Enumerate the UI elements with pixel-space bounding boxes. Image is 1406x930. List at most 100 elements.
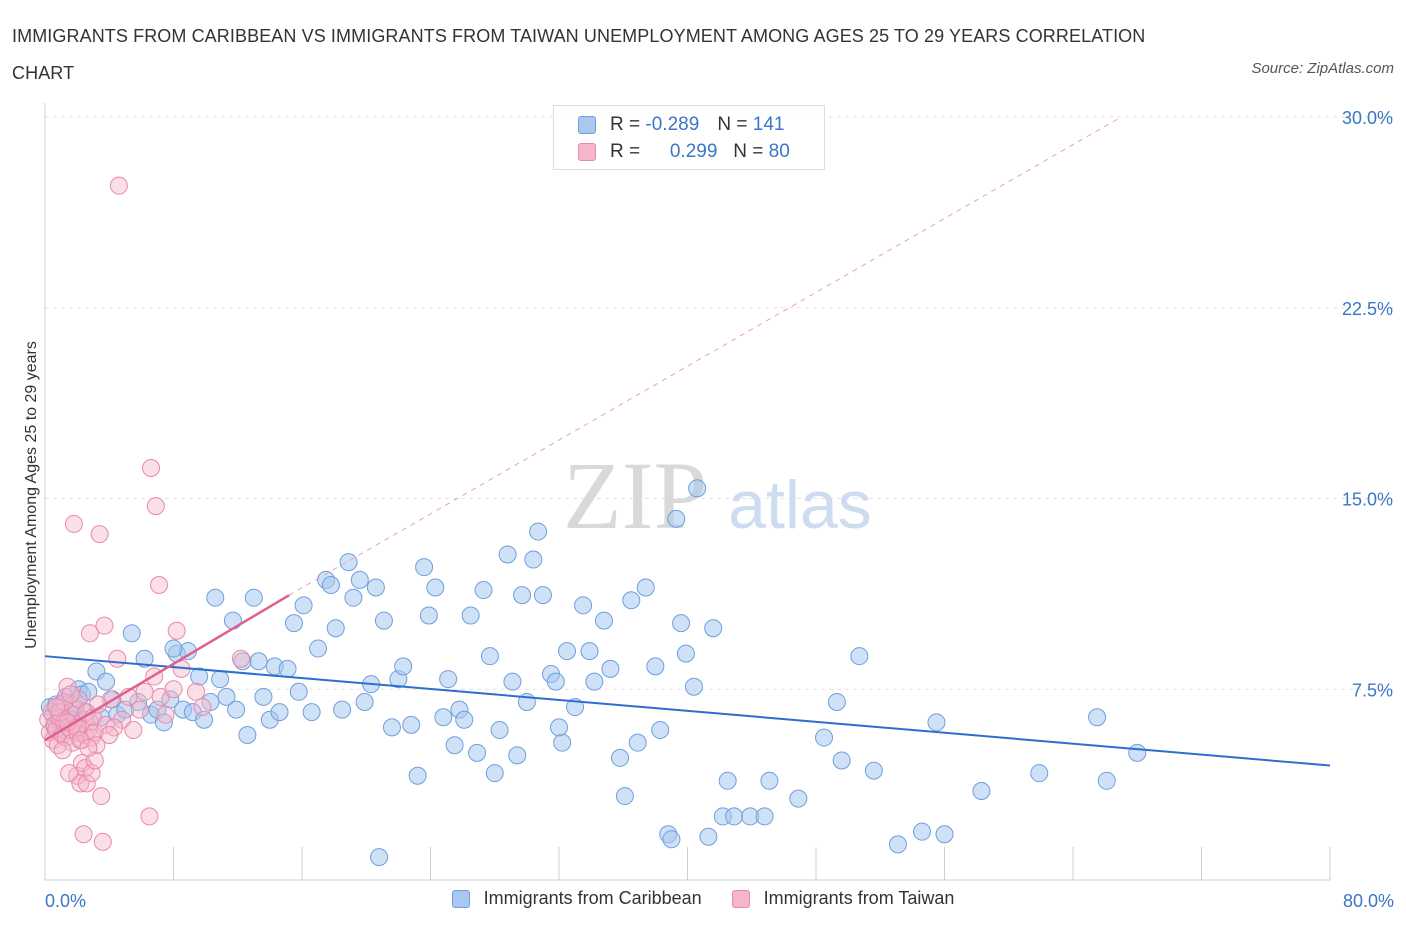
caribbean-point [585, 672, 604, 691]
caribbean-point [622, 591, 641, 610]
caribbean-point [574, 596, 593, 615]
grid-layer [44, 103, 1393, 881]
caribbean-point [374, 611, 393, 630]
caribbean-point [529, 522, 548, 541]
taiwan-point [92, 787, 111, 806]
legend-item-caribbean: Immigrants from Caribbean [451, 888, 702, 909]
caribbean-point [415, 558, 434, 577]
caribbean-point [238, 726, 257, 745]
caribbean-point [546, 672, 565, 691]
caribbean-point [309, 639, 328, 658]
caribbean-point [927, 713, 946, 732]
caribbean-point [244, 588, 263, 607]
taiwan-point [167, 621, 186, 640]
taiwan-point [109, 176, 128, 195]
taiwan-point [135, 682, 154, 701]
y-tick-label: 7.5% [1352, 680, 1393, 700]
taiwan-point [71, 774, 90, 793]
caribbean-point [480, 647, 499, 666]
caribbean-point [408, 766, 427, 785]
taiwan-point [53, 741, 72, 760]
caribbean-point [1088, 708, 1107, 727]
legend-n-value: 80 [768, 141, 790, 162]
taiwan-point [47, 698, 66, 717]
caribbean-point [755, 807, 774, 826]
caribbean-point [344, 588, 363, 607]
watermark-atlas: atlas [728, 467, 872, 543]
legend-n-label: N = [733, 141, 764, 162]
taiwan-point [156, 705, 175, 724]
caribbean-point [278, 659, 297, 678]
caribbean-point [254, 687, 273, 706]
caribbean-point [628, 733, 647, 752]
taiwan-point [60, 764, 79, 783]
series-taiwan-points [39, 176, 250, 851]
caribbean-point [270, 703, 289, 722]
caribbean-point [439, 670, 458, 689]
caribbean-point [302, 703, 321, 722]
taiwan-trend-line [44, 594, 290, 742]
caribbean-point [426, 578, 445, 597]
caribbean-point [498, 545, 517, 564]
y-tick-label: 30.0% [1342, 108, 1393, 128]
caribbean-point [227, 700, 246, 719]
legend-r-value: -0.289 [645, 114, 700, 135]
caribbean-point [718, 771, 737, 790]
legend-n-label: N = [717, 114, 748, 135]
caribbean-point [485, 764, 504, 783]
caribbean-point [553, 733, 572, 752]
caribbean-point [468, 743, 487, 762]
caribbean-point [815, 728, 834, 747]
caribbean-point [558, 642, 577, 661]
legend-item-taiwan: Immigrants from Taiwan [731, 888, 954, 909]
taiwan-point [140, 807, 159, 826]
legend-row-taiwan: R = 0.299 N = 80 [578, 141, 790, 163]
taiwan-point [150, 575, 169, 594]
caribbean-point [289, 682, 308, 701]
caribbean-point [789, 789, 808, 808]
caribbean-point [615, 787, 634, 806]
caribbean-point [294, 596, 313, 615]
caribbean-point [490, 720, 509, 739]
caribbean-point [566, 698, 585, 717]
caribbean-point [913, 822, 932, 841]
caribbean-point [662, 830, 681, 849]
caribbean-point [646, 657, 665, 676]
taiwan-point [164, 680, 183, 699]
caribbean-point [217, 687, 236, 706]
caribbean-point [760, 771, 779, 790]
caribbean-point [419, 606, 438, 625]
correlation-legend: R = -0.289 N = 141 R = 0.299 N = 80 [553, 105, 825, 170]
caribbean-point [211, 670, 230, 689]
taiwan-point [130, 700, 149, 719]
caribbean-point [402, 715, 421, 734]
caribbean-point [888, 835, 907, 854]
x-tick-min: 0.0% [45, 891, 87, 911]
taiwan-point [90, 525, 109, 544]
caribbean-point [1030, 764, 1049, 783]
caribbean-point [394, 657, 413, 676]
caribbean-point [684, 677, 703, 696]
caribbean-point [474, 581, 493, 600]
trend-lines [44, 116, 1331, 767]
caribbean-point [1097, 771, 1116, 790]
taiwan-point [231, 649, 250, 668]
caribbean-point [97, 672, 116, 691]
taiwan-point [193, 698, 212, 717]
caribbean-point [827, 692, 846, 711]
caribbean-trend-line [44, 655, 1331, 767]
caribbean-point [135, 649, 154, 668]
caribbean-point [651, 720, 670, 739]
caribbean-point [508, 746, 527, 765]
taiwan-legend-swatch [731, 889, 750, 908]
x-tick-max: 80.0% [1342, 891, 1394, 911]
caribbean-point [704, 619, 723, 638]
caribbean-point [366, 578, 385, 597]
caribbean-point [601, 659, 620, 678]
caribbean-point [524, 550, 543, 569]
caribbean-point [190, 667, 209, 686]
caribbean-point [699, 827, 718, 846]
caribbean-point [284, 614, 303, 633]
legend-label-caribbean: Immigrants from Caribbean [483, 888, 702, 908]
